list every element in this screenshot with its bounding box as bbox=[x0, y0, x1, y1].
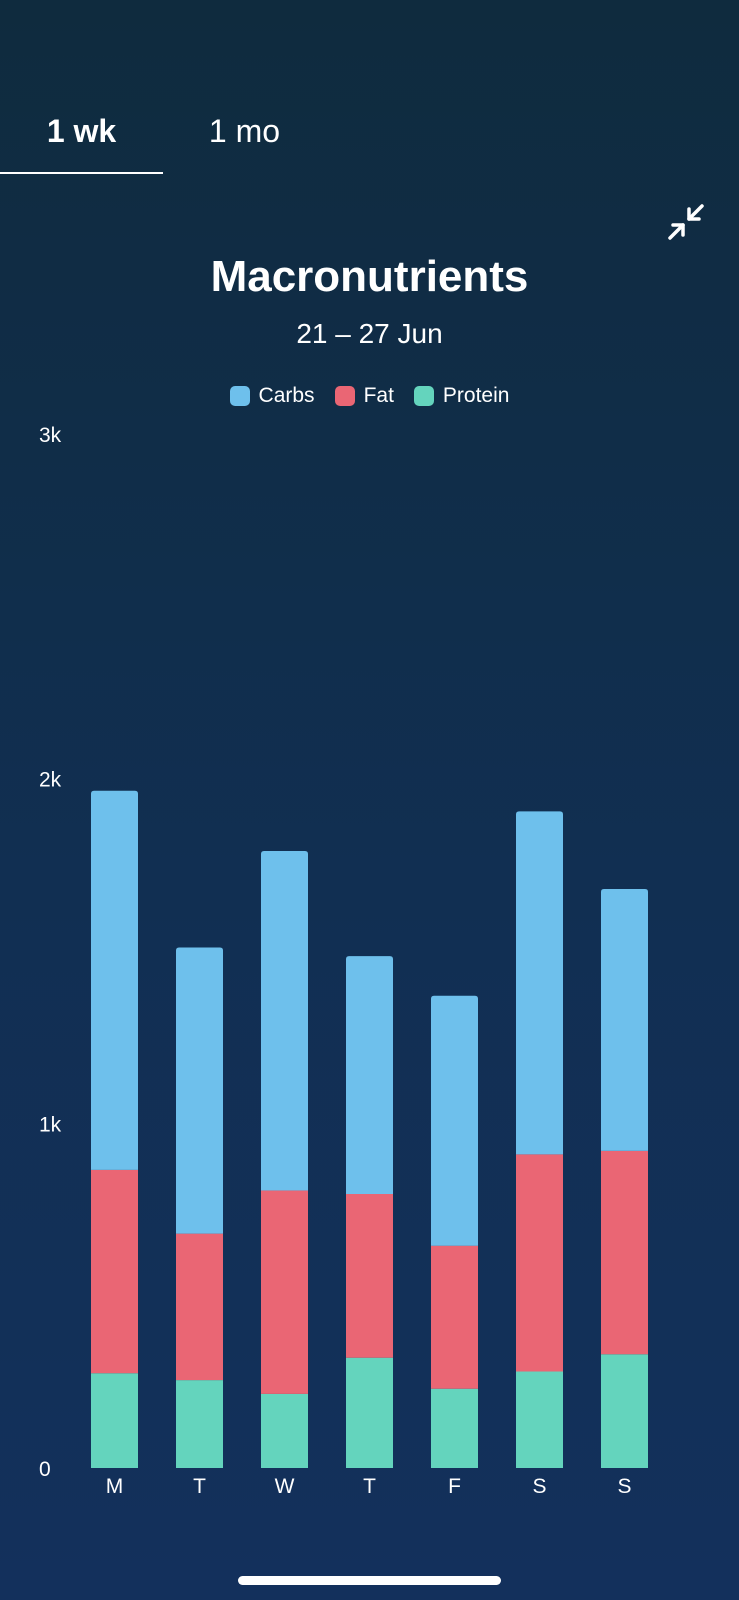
bar-fat-2[interactable] bbox=[261, 1190, 308, 1394]
collapse-button[interactable] bbox=[662, 198, 710, 246]
bar-fat-4[interactable] bbox=[431, 1245, 478, 1389]
x-tick-label: W bbox=[275, 1475, 295, 1498]
legend-swatch-fat bbox=[334, 386, 355, 406]
bar-protein-0[interactable] bbox=[91, 1373, 138, 1468]
x-tick-label: F bbox=[448, 1475, 461, 1498]
range-tabs: 1 wk 1 mo bbox=[0, 100, 739, 176]
bar-carbs-4[interactable] bbox=[431, 995, 478, 1246]
chart-date-range: 21 – 27 Jun bbox=[296, 318, 443, 349]
y-tick-label: 3k bbox=[39, 424, 62, 447]
legend-item-carbs: Carbs bbox=[229, 384, 315, 408]
macronutrients-stacked-bar-chart: 0 1k 2k 3k M T W T F S S bbox=[39, 424, 648, 1498]
bar-fat-0[interactable] bbox=[91, 1169, 138, 1374]
y-tick-label: 1k bbox=[39, 1113, 62, 1136]
bar-protein-5[interactable] bbox=[516, 1371, 563, 1468]
bar-carbs-1[interactable] bbox=[176, 947, 223, 1234]
bar-fat-1[interactable] bbox=[176, 1233, 223, 1381]
bar-protein-3[interactable] bbox=[346, 1357, 393, 1468]
bar-fat-5[interactable] bbox=[516, 1154, 563, 1372]
bar-carbs-0[interactable] bbox=[91, 790, 138, 1170]
tab-1-month[interactable]: 1 mo bbox=[208, 113, 281, 149]
legend-item-fat: Fat bbox=[334, 384, 394, 408]
legend-item-protein: Protein bbox=[413, 384, 510, 408]
home-indicator bbox=[238, 1576, 501, 1585]
bar-protein-1[interactable] bbox=[176, 1380, 223, 1468]
x-tick-label: T bbox=[193, 1475, 206, 1498]
bar-fat-6[interactable] bbox=[601, 1150, 648, 1355]
bar-carbs-2[interactable] bbox=[261, 851, 308, 1191]
x-tick-label: S bbox=[532, 1475, 546, 1498]
collapse-arrows-icon bbox=[668, 204, 704, 240]
x-tick-label: T bbox=[363, 1475, 376, 1498]
bar-carbs-3[interactable] bbox=[346, 956, 393, 1194]
y-tick-label: 0 bbox=[39, 1458, 51, 1481]
bar-protein-4[interactable] bbox=[431, 1388, 478, 1468]
legend-swatch-carbs bbox=[229, 386, 250, 406]
legend-label-protein: Protein bbox=[442, 384, 510, 407]
bar-protein-2[interactable] bbox=[261, 1393, 308, 1468]
x-tick-label: M bbox=[106, 1475, 124, 1498]
legend-label-fat: Fat bbox=[363, 384, 394, 407]
tab-1-week[interactable]: 1 wk bbox=[46, 113, 117, 149]
x-tick-label: S bbox=[617, 1475, 631, 1498]
bar-carbs-5[interactable] bbox=[516, 811, 563, 1155]
bar-fat-3[interactable] bbox=[346, 1193, 393, 1358]
legend-label-carbs: Carbs bbox=[258, 384, 315, 407]
chart-legend: Carbs Fat Protein bbox=[0, 384, 739, 408]
bar-carbs-6[interactable] bbox=[601, 888, 648, 1151]
bar-protein-6[interactable] bbox=[601, 1354, 648, 1468]
active-tab-indicator bbox=[0, 172, 163, 174]
chart-title: Macronutrients bbox=[210, 252, 529, 301]
legend-swatch-protein bbox=[413, 386, 434, 406]
y-tick-label: 2k bbox=[39, 769, 62, 792]
